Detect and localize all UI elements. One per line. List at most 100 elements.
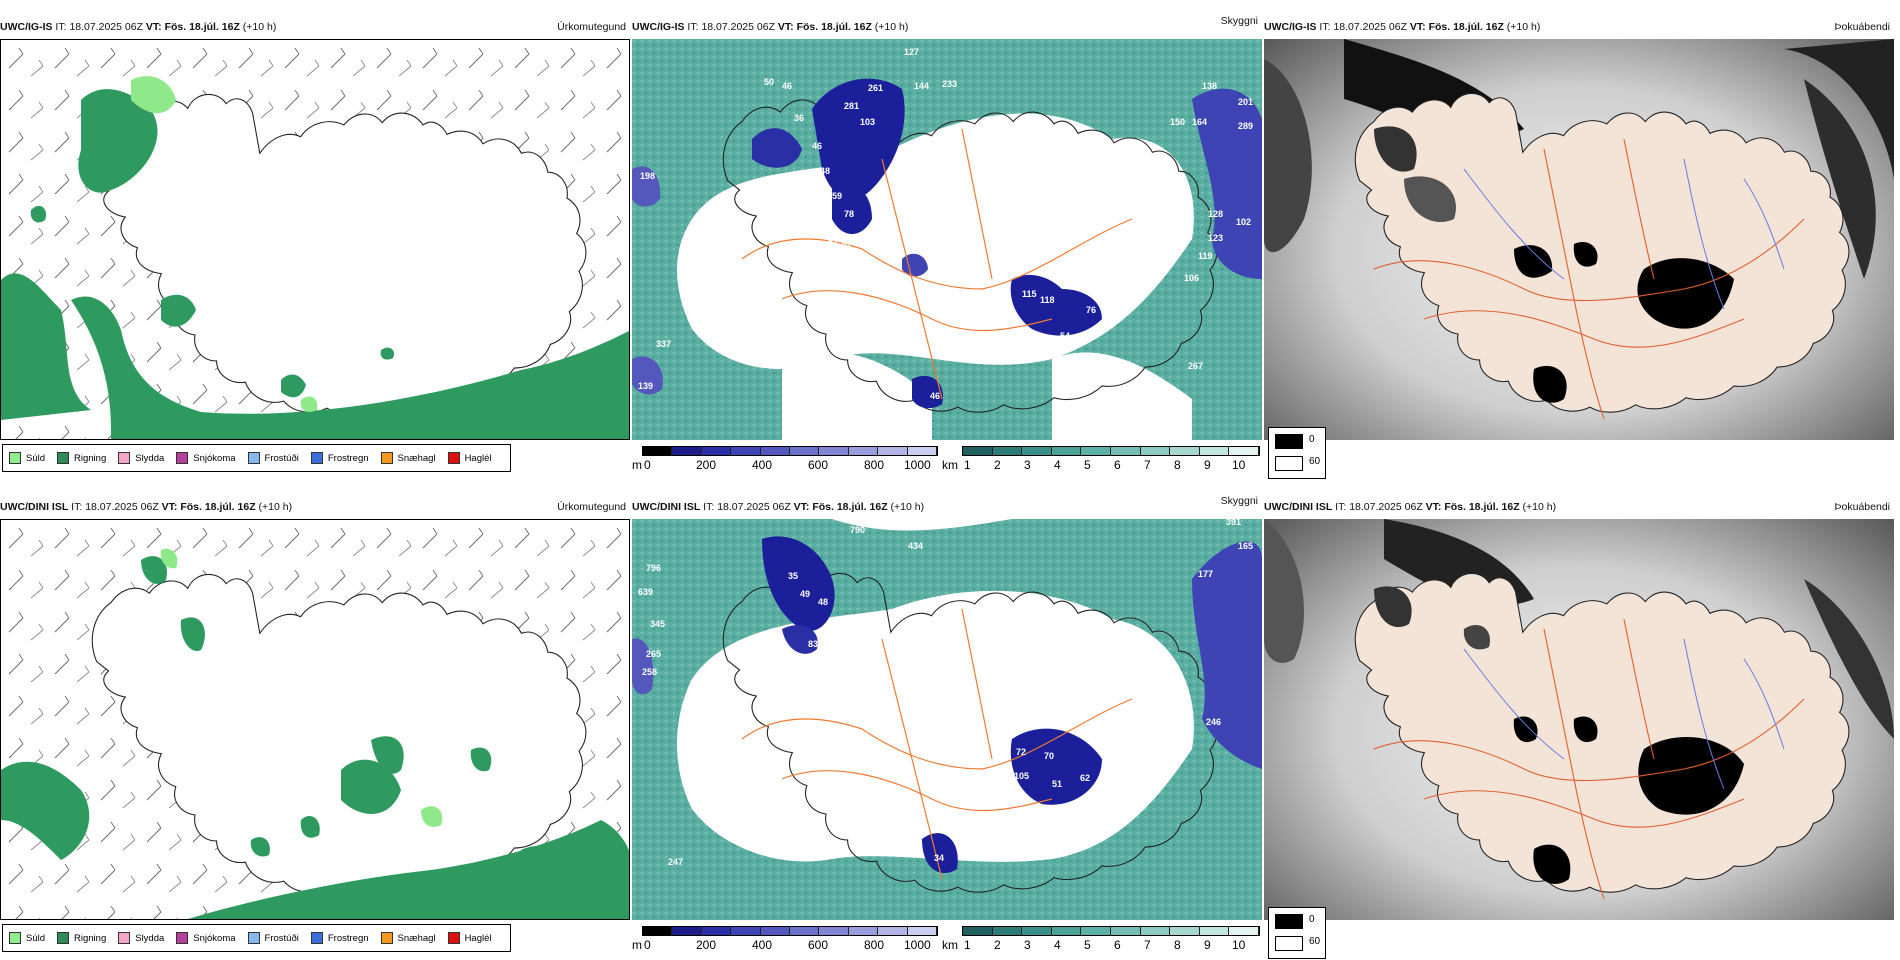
valid-label: VT: [1409, 21, 1426, 33]
field-title: Skyggni [1220, 15, 1258, 27]
colorbar-tick: 5 [1084, 458, 1091, 472]
legend-swatch [57, 932, 70, 944]
field-title: Skyggni [1220, 495, 1258, 507]
legend-item: Slydda [118, 932, 164, 944]
legend-item: Haglél [447, 452, 492, 464]
ceiling-value: 62 [1080, 773, 1090, 783]
issue-label: IT: [71, 501, 83, 513]
ceiling-value: 74 [858, 233, 868, 243]
colorbar-swatches [962, 446, 1260, 456]
colorbar-tick: 7 [1144, 458, 1151, 472]
ceiling-value: 54 [1060, 331, 1070, 341]
issue-time: 18.07.2025 06Z [1349, 501, 1423, 513]
valid-time: Fös. 18.júl. 16Z [796, 21, 872, 33]
precip-type-legend: Súld Rigning Slydda Snjókoma Frostúði Fr… [2, 444, 511, 472]
ceiling-value: 91 [944, 261, 954, 271]
legend-label: 0 [1309, 914, 1315, 925]
legend-item: Snæhagl [380, 932, 436, 944]
ceiling-value: 46 [930, 391, 940, 401]
colorbar-swatches [642, 446, 938, 456]
panel-header: UWC/IG-IS IT: 18.07.2025 06Z VT: Fös. 18… [1264, 15, 1894, 39]
lead-time: (+10 h) [1522, 501, 1557, 513]
ceiling-value: 48 [818, 597, 828, 607]
ceiling-value: 127 [904, 47, 919, 57]
legend-label: Frostúði [264, 452, 299, 464]
issue-label: IT: [687, 21, 699, 33]
colorbar-tick: 10 [1232, 458, 1246, 472]
ceiling-value: 98 [782, 349, 792, 359]
ceiling-value: 72 [1016, 747, 1026, 757]
legend-label: Snjókoma [193, 452, 236, 464]
ceiling-colorbar: m 0 200 400 600 800 1000 [632, 924, 942, 956]
ceiling-map[interactable]: 790 434 796 639 345 265 258 35 49 48 83 … [632, 519, 1262, 920]
precip-panel-row2: UWC/DINI ISL IT: 18.07.2025 06Z VT: Fös.… [0, 495, 630, 960]
panel-header: UWC/DINI ISL IT: 18.07.2025 06Z VT: Fös.… [1264, 495, 1894, 519]
lead-time: (+10 h) [242, 21, 277, 33]
ceiling-value: 48 [820, 166, 830, 176]
colorbar-tick: 200 [696, 938, 717, 952]
lead-time: (+10 h) [258, 501, 293, 513]
precip-map[interactable] [0, 519, 630, 920]
legend-swatch [247, 452, 260, 464]
colorbar-tick: 9 [1204, 938, 1211, 952]
visibility-colorbar: km 1 2 3 4 5 6 7 8 9 10 [942, 444, 1260, 476]
valid-time: Fös. 18.júl. 16Z [1444, 501, 1520, 513]
issue-label: IT: [55, 21, 67, 33]
model-name: UWC/IG-IS [0, 21, 53, 33]
ceiling-value: 123 [1208, 233, 1223, 243]
ceiling-value: 62 [880, 281, 890, 291]
ceiling-value: 51 [1052, 779, 1062, 789]
legend-swatch [9, 932, 21, 944]
legend-label: Rigning [74, 932, 107, 944]
fog-map[interactable] [1264, 519, 1894, 920]
colorbar-tick: 2 [994, 938, 1001, 952]
legend-label: Súld [26, 452, 46, 464]
field-title: Úrkomutegund [557, 501, 626, 513]
valid-label: VT: [1425, 501, 1442, 513]
colorbar-tick: 200 [696, 458, 717, 472]
legend-item: Súld [9, 932, 45, 944]
legend-label: Haglél [464, 932, 492, 944]
legend-swatch [310, 932, 323, 944]
panel-header: UWC/DINI ISL IT: 18.07.2025 06Z VT: Fös.… [632, 495, 1262, 519]
colorbar-swatches [962, 926, 1260, 936]
ceiling-value: 345 [650, 619, 665, 629]
valid-time: Fös. 18.júl. 16Z [164, 21, 240, 33]
lead-time: (+10 h) [890, 501, 925, 513]
legend-swatch [380, 452, 393, 464]
ceiling-value: 267 [1188, 361, 1203, 371]
colorbar-tick: 400 [752, 458, 773, 472]
colorbar-tick: 800 [864, 458, 885, 472]
legend-swatch [176, 452, 189, 464]
colorbar-tick: 1000 [904, 458, 931, 472]
colorbar-tick: 3 [1024, 938, 1031, 952]
valid-time: Fös. 18.júl. 16Z [180, 501, 256, 513]
ceiling-value: 138 [1202, 81, 1217, 91]
issue-label: IT: [1319, 21, 1331, 33]
ceiling-value: 78 [844, 209, 854, 219]
legend-label: 0 [1309, 434, 1315, 445]
legend-swatch [1275, 914, 1303, 929]
colorbar-tick: 800 [864, 938, 885, 952]
field-title: Úrkomutegund [557, 21, 626, 33]
legend-label: Frostregn [327, 452, 369, 464]
legend-label: 60 [1309, 456, 1321, 467]
ceiling-value: 35 [788, 571, 798, 581]
issue-time: 18.07.2025 06Z [69, 21, 143, 33]
fog-map[interactable] [1264, 39, 1894, 440]
model-name: UWC/DINI ISL [1264, 501, 1333, 513]
legend-swatch [247, 932, 260, 944]
valid-label: VT: [161, 501, 178, 513]
precip-map[interactable] [0, 39, 630, 440]
colorbar-tick: 4 [1054, 458, 1061, 472]
model-name: UWC/DINI ISL [0, 501, 69, 513]
colorbar-tick: 1 [964, 938, 971, 952]
legend-item: Frostúði [247, 932, 299, 944]
ceiling-value: 337 [656, 339, 671, 349]
ceiling-map[interactable]: 50 46 36 46 48 59 78 51 57 74 281 261 10… [632, 39, 1262, 440]
model-name: UWC/IG-IS [1264, 21, 1317, 33]
colorbar-unit: m [632, 938, 642, 952]
colorbar-tick: 1000 [904, 938, 931, 952]
issue-time: 18.07.2025 06Z [85, 501, 159, 513]
ceiling-value: 102 [1236, 217, 1251, 227]
